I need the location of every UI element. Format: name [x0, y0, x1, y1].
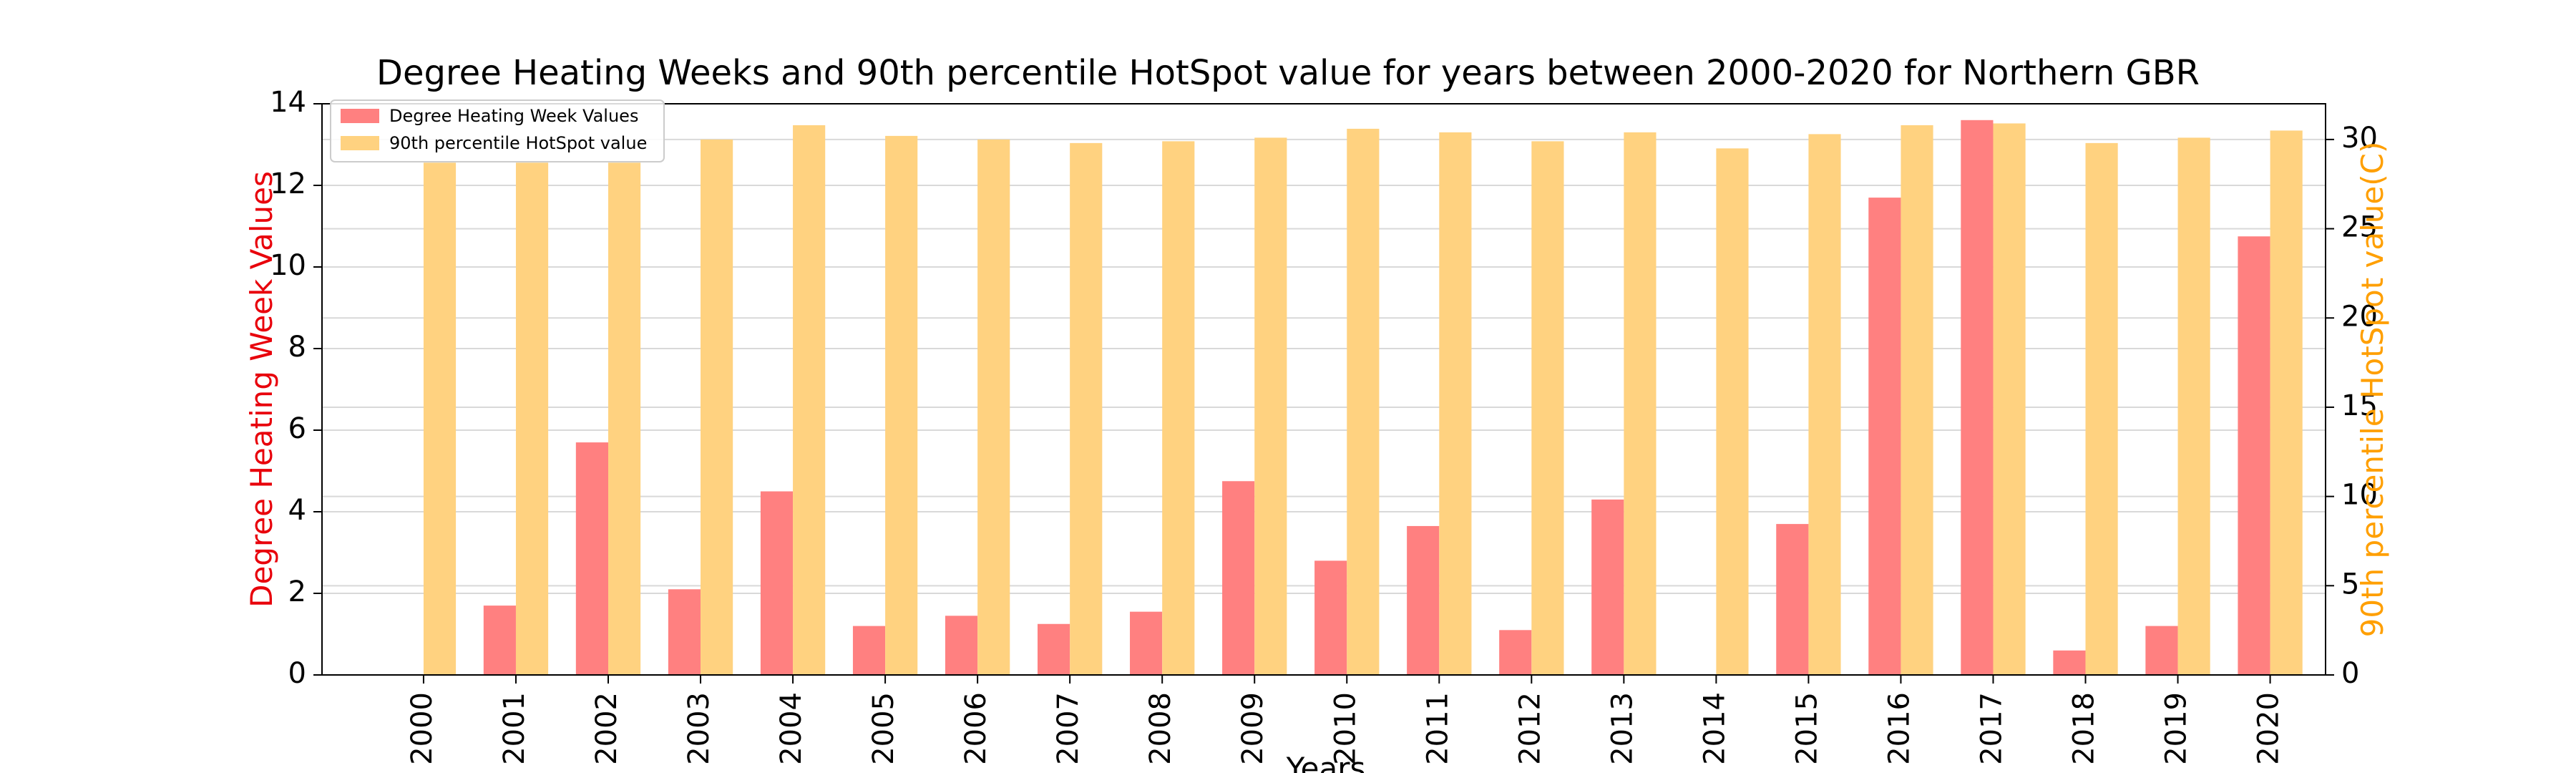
- x-tick-label-2011: 2011: [1421, 692, 1454, 765]
- bar-hotspot-2017: [1993, 123, 2026, 675]
- axes-layer: [321, 103, 2326, 676]
- bar-dhw-2011: [1407, 525, 1440, 675]
- x-tick-label-2006: 2006: [960, 692, 992, 765]
- bar-dhw-2010: [1314, 560, 1347, 675]
- bar-dhw-2008: [1130, 611, 1163, 675]
- x-tick-label-2008: 2008: [1144, 692, 1177, 765]
- y-left-tick-label: 12: [270, 167, 306, 200]
- y-left-tick-label: 14: [270, 86, 306, 119]
- bar-dhw-2003: [668, 589, 701, 675]
- x-tick-label-2002: 2002: [590, 692, 623, 765]
- y-left-tick-label: 0: [288, 657, 306, 690]
- bar-hotspot-2016: [1901, 125, 1933, 676]
- x-tick-label-2017: 2017: [1975, 692, 2008, 765]
- y-right-tick-label: 30: [2341, 122, 2378, 155]
- x-axis-label: Years: [1286, 751, 1366, 773]
- x-tick-label-2009: 2009: [1236, 692, 1269, 765]
- legend-swatch-hotspot: [341, 136, 379, 150]
- bar-dhw-2007: [1038, 623, 1070, 675]
- bar-dhw-2009: [1222, 481, 1255, 675]
- chart-title: Degree Heating Weeks and 90th percentile…: [376, 53, 2200, 93]
- y-left-tick-label: 2: [288, 575, 306, 608]
- y-axis-right-label: 90th percentile HotSpot value(C): [2355, 142, 2390, 638]
- y-left-tick-label: 4: [288, 494, 306, 527]
- legend-swatch-degree-heating-week: [341, 109, 379, 123]
- bar-dhw-2020: [2238, 236, 2270, 675]
- bar-hotspot-2008: [1162, 141, 1195, 675]
- y-left-tick-label: 8: [288, 331, 306, 364]
- x-tick-label-2012: 2012: [1513, 692, 1546, 765]
- y-left-tick-label: 6: [288, 412, 306, 445]
- x-tick-label-2014: 2014: [1698, 692, 1731, 765]
- x-tick-label-2001: 2001: [498, 692, 531, 765]
- y-right-tick-label: 0: [2341, 657, 2359, 690]
- legend: Degree Heating Week Values 90th percenti…: [330, 99, 665, 162]
- x-tick-label-2020: 2020: [2253, 692, 2285, 765]
- bar-hotspot-2019: [2177, 137, 2210, 676]
- x-tick-label-2000: 2000: [406, 692, 439, 765]
- bar-hotspot-2005: [885, 135, 918, 675]
- ticks-layer: 2000 2001 2002 2003 2004 2005 2006 2007 2008 2009…: [270, 86, 2378, 765]
- bar-hotspot-2020: [2270, 130, 2303, 675]
- bar-dhw-2001: [483, 606, 516, 675]
- legend-label-hotspot: 90th percentile HotSpot value: [389, 133, 647, 153]
- bar-hotspot-2012: [1531, 141, 1564, 675]
- bar-hotspot-2006: [977, 139, 1010, 675]
- plot-frame: [321, 103, 2326, 676]
- bar-dhw-2002: [575, 442, 608, 675]
- legend-label-degree-heating-week: Degree Heating Week Values: [389, 106, 638, 126]
- x-tick-label-2010: 2010: [1329, 692, 1362, 765]
- bar-dhw-2017: [1961, 120, 1994, 676]
- bar-dhw-2012: [1499, 630, 1532, 675]
- x-tick-label-2003: 2003: [683, 692, 716, 765]
- bar-hotspot-2000: [423, 162, 457, 675]
- x-tick-label-2007: 2007: [1052, 692, 1085, 765]
- bar-dhw-2018: [2053, 650, 2086, 675]
- bar-dhw-2005: [852, 626, 886, 675]
- bar-hotspot-2002: [608, 162, 641, 675]
- y-left-tick-label: 10: [270, 249, 306, 282]
- y-right-tick-label: 20: [2341, 300, 2378, 333]
- bar-dhw-2015: [1776, 524, 1809, 675]
- x-tick-label-2019: 2019: [2160, 692, 2193, 765]
- x-tick-label-2004: 2004: [775, 692, 808, 765]
- bar-hotspot-2015: [1808, 134, 1841, 676]
- bar-dhw-2004: [760, 491, 794, 675]
- bars-layer: [423, 120, 2303, 676]
- x-tick-label-2015: 2015: [1790, 692, 1823, 765]
- bar-hotspot-2011: [1439, 132, 1472, 675]
- x-tick-label-2005: 2005: [867, 692, 900, 765]
- bar-hotspot-2018: [2085, 142, 2118, 676]
- bar-hotspot-2007: [1070, 142, 1103, 676]
- x-tick-label-2016: 2016: [1883, 692, 1916, 765]
- bar-dhw-2006: [945, 616, 978, 675]
- y-right-tick-label: 15: [2341, 389, 2378, 422]
- bar-hotspot-2013: [1624, 132, 1657, 675]
- bar-dhw-2019: [2145, 626, 2178, 675]
- bar-dhw-2016: [1868, 198, 1901, 676]
- bar-hotspot-2001: [515, 162, 549, 675]
- bar-hotspot-2014: [1716, 148, 1749, 675]
- bar-dhw-2013: [1591, 499, 1624, 675]
- y-right-tick-label: 25: [2341, 211, 2378, 244]
- x-tick-label-2018: 2018: [2068, 692, 2101, 765]
- y-right-tick-label: 10: [2341, 479, 2378, 512]
- y-right-tick-label: 5: [2341, 568, 2359, 601]
- bar-hotspot-2009: [1254, 137, 1287, 676]
- bar-hotspot-2010: [1347, 128, 1380, 676]
- x-tick-label-2013: 2013: [1606, 692, 1639, 765]
- bar-hotspot-2004: [793, 125, 826, 676]
- bar-hotspot-2003: [701, 139, 733, 675]
- legend-box: [330, 99, 665, 162]
- y-axis-left-label: Degree Heating Week Values: [244, 171, 279, 608]
